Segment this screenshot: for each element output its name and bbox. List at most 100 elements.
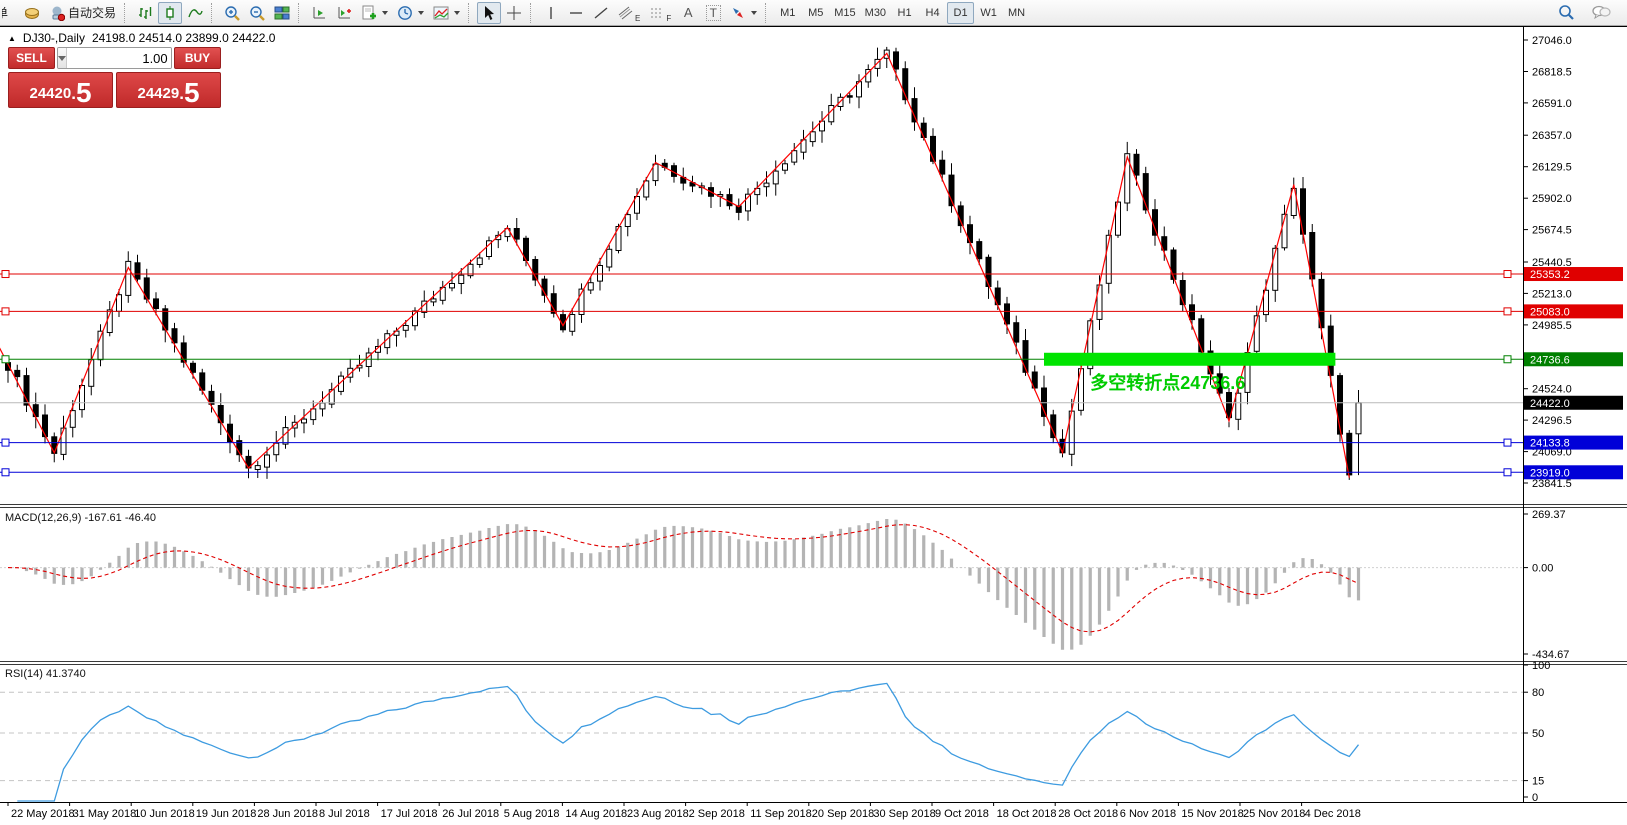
svg-text:8 Jul 2018: 8 Jul 2018 bbox=[319, 808, 370, 820]
svg-text:2 Sep 2018: 2 Sep 2018 bbox=[689, 808, 745, 820]
pivot-annotation-text[interactable]: 多空转折点24736.6 bbox=[1090, 372, 1245, 393]
collapse-marker-icon[interactable]: ▲ bbox=[8, 34, 16, 43]
price-tag-23919.0 bbox=[1524, 465, 1623, 480]
autotrading-button[interactable]: 自动交易 bbox=[45, 2, 120, 24]
svg-text:0: 0 bbox=[1532, 792, 1538, 804]
line-handle[interactable] bbox=[1, 438, 10, 447]
chat-button[interactable] bbox=[1587, 2, 1615, 24]
horizontal-line-tool-button[interactable] bbox=[564, 2, 588, 24]
cursor-tool-button[interactable] bbox=[477, 1, 502, 24]
toolbar-separator bbox=[124, 2, 129, 23]
svg-text:28 Oct 2018: 28 Oct 2018 bbox=[1058, 808, 1118, 820]
auto-scroll-button[interactable] bbox=[307, 2, 331, 24]
text-label-tool-label: T bbox=[705, 4, 721, 21]
zoom-out-button[interactable] bbox=[245, 2, 269, 24]
triangle-down-icon bbox=[58, 55, 66, 61]
svg-text:24736.6: 24736.6 bbox=[1530, 354, 1570, 366]
line-handle[interactable] bbox=[1503, 307, 1512, 316]
indicators-button[interactable] bbox=[429, 2, 464, 24]
toolbar-right-group bbox=[1554, 2, 1625, 24]
svg-text:50: 50 bbox=[1532, 728, 1544, 740]
svg-text:17 Jul 2018: 17 Jul 2018 bbox=[381, 808, 438, 820]
trendline-tool-button[interactable] bbox=[589, 2, 613, 24]
horizontal-line-icon bbox=[570, 11, 583, 14]
line-handle[interactable] bbox=[1503, 270, 1512, 279]
macd-signal-line bbox=[7, 524, 1359, 633]
macd-indicator-label: MACD(12,26,9) -167.61 -46.40 bbox=[5, 512, 157, 524]
timeframe-button-M15[interactable]: M15 bbox=[830, 2, 859, 24]
timeframe-button-W1[interactable]: W1 bbox=[975, 2, 1002, 24]
fibonacci-tool-button[interactable]: F bbox=[645, 2, 675, 24]
candles bbox=[5, 46, 1362, 480]
fibonacci-tool-label: F bbox=[666, 13, 672, 23]
new-chart-button[interactable] bbox=[357, 2, 392, 24]
svg-text:27046.0: 27046.0 bbox=[1532, 35, 1572, 47]
timeframe-button-H1[interactable]: H1 bbox=[891, 2, 918, 24]
sell-price[interactable]: 24420. 5 bbox=[8, 72, 113, 108]
price-axis[interactable]: 27046.0 26818.5 26591.0 26357.0 26129.5 25902… bbox=[1523, 35, 1623, 804]
price-tag-25083.0 bbox=[1524, 304, 1623, 319]
price-tag-24133.8 bbox=[1524, 435, 1623, 450]
line-handle[interactable] bbox=[1503, 355, 1512, 364]
buy-price[interactable]: 24429. 5 bbox=[116, 72, 221, 108]
svg-text:9 Oct 2018: 9 Oct 2018 bbox=[935, 808, 989, 820]
svg-text:26818.5: 26818.5 bbox=[1532, 66, 1572, 78]
bar-chart-icon bbox=[139, 6, 152, 19]
line-handle[interactable] bbox=[1, 468, 10, 477]
svg-text:25902.0: 25902.0 bbox=[1532, 193, 1572, 205]
zoom-in-button[interactable] bbox=[220, 2, 244, 24]
svg-text:23919.0: 23919.0 bbox=[1530, 467, 1570, 479]
line-handle[interactable] bbox=[1503, 438, 1512, 447]
chart-shift-button[interactable] bbox=[332, 2, 356, 24]
bar-chart-button[interactable] bbox=[133, 2, 157, 24]
timeframe-button-M5[interactable]: M5 bbox=[802, 2, 829, 24]
svg-text:23 Aug 2018: 23 Aug 2018 bbox=[627, 808, 689, 820]
timeframe-button-D1[interactable]: D1 bbox=[947, 1, 975, 24]
svg-text:15: 15 bbox=[1532, 776, 1544, 788]
candlestick-chart-button[interactable] bbox=[158, 1, 183, 24]
buy-button[interactable]: BUY bbox=[174, 47, 221, 69]
volume-stepper bbox=[57, 47, 172, 69]
line-handle[interactable] bbox=[1, 355, 10, 364]
zoom-out-icon bbox=[250, 5, 265, 21]
channel-tool-button[interactable]: E bbox=[614, 2, 644, 24]
svg-text:-434.67: -434.67 bbox=[1532, 649, 1569, 661]
search-icon bbox=[1559, 5, 1574, 20]
text-label-tool-button[interactable]: T bbox=[701, 2, 725, 24]
volume-input[interactable] bbox=[67, 48, 171, 68]
svg-text:24296.5: 24296.5 bbox=[1532, 415, 1572, 427]
svg-text:25353.2: 25353.2 bbox=[1530, 269, 1570, 281]
tile-windows-icon bbox=[274, 6, 290, 19]
arrows-tool-button[interactable] bbox=[726, 2, 761, 24]
timeframe-button-M1[interactable]: M1 bbox=[774, 2, 801, 24]
text-tool-button[interactable]: A bbox=[676, 2, 700, 24]
svg-text:24524.0: 24524.0 bbox=[1532, 384, 1572, 396]
chart-title: ▲ DJ30-,Daily 24198.0 24514.0 23899.0 24… bbox=[8, 31, 275, 45]
search-button[interactable] bbox=[1554, 2, 1579, 24]
timeframe-button-MN[interactable]: MN bbox=[1003, 2, 1030, 24]
new-chart-icon bbox=[362, 5, 377, 19]
auto-scroll-icon bbox=[313, 6, 326, 18]
line-handle[interactable] bbox=[1503, 468, 1512, 477]
sell-button[interactable]: SELL bbox=[8, 47, 55, 69]
crosshair-tool-button[interactable] bbox=[502, 2, 526, 24]
volume-decrease-button[interactable] bbox=[58, 48, 67, 68]
line-chart-button[interactable] bbox=[183, 2, 207, 24]
line-handle[interactable] bbox=[1, 270, 10, 279]
svg-text:24133.8: 24133.8 bbox=[1530, 438, 1570, 450]
period-button[interactable] bbox=[393, 2, 428, 24]
new-order-button[interactable] bbox=[20, 2, 44, 24]
vertical-line-tool-button[interactable] bbox=[539, 2, 563, 24]
svg-text:26 Jul 2018: 26 Jul 2018 bbox=[442, 808, 499, 820]
chat-icon bbox=[1592, 5, 1611, 20]
tile-windows-button[interactable] bbox=[270, 2, 294, 24]
orders-text[interactable]: 单 bbox=[2, 6, 9, 20]
svg-text:26591.0: 26591.0 bbox=[1532, 98, 1572, 110]
timeframe-button-M30[interactable]: M30 bbox=[861, 2, 890, 24]
timeframe-button-H4[interactable]: H4 bbox=[919, 2, 946, 24]
pivot-highlight-bar[interactable] bbox=[1044, 352, 1336, 366]
trendline-icon bbox=[594, 6, 608, 19]
line-handle[interactable] bbox=[1, 307, 10, 316]
